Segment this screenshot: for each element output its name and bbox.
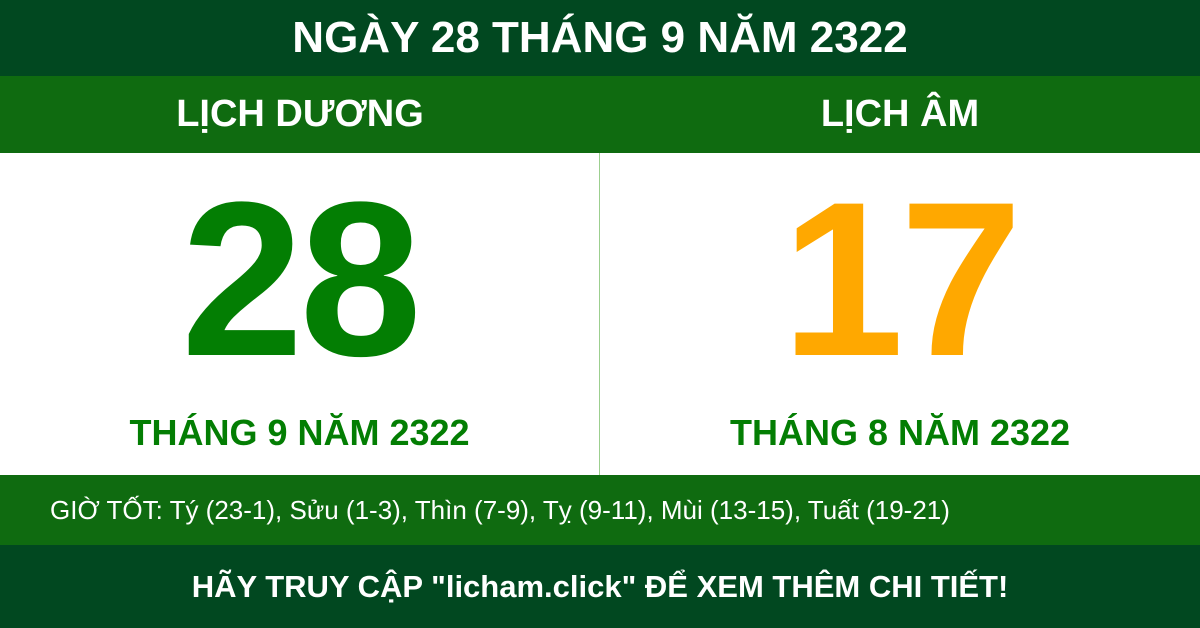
calendar-body: 28 THÁNG 9 NĂM 2322 17 THÁNG 8 NĂM 2322	[0, 153, 1200, 475]
lunar-day: 17	[781, 156, 1023, 402]
good-hours: GIỜ TỐT: Tý (23-1), Sửu (1-3), Thìn (7-9…	[0, 475, 1200, 545]
solar-month-year: THÁNG 9 NĂM 2322	[129, 412, 470, 453]
solar-heading: LỊCH DƯƠNG	[176, 93, 424, 135]
page-title: NGÀY 28 THÁNG 9 NĂM 2322	[0, 0, 1200, 76]
lunar-heading: LỊCH ÂM	[820, 93, 980, 135]
lunar-column: 17 THÁNG 8 NĂM 2322	[600, 153, 1200, 475]
footer-cta: HÃY TRUY CẬP "licham.click" ĐỂ XEM THÊM …	[0, 545, 1200, 628]
solar-day: 28	[181, 156, 422, 402]
lunar-month-year: THÁNG 8 NĂM 2322	[729, 412, 1071, 453]
calendar-headers: LỊCH DƯƠNG LỊCH ÂM	[0, 76, 1200, 153]
solar-column: 28 THÁNG 9 NĂM 2322	[0, 153, 600, 475]
